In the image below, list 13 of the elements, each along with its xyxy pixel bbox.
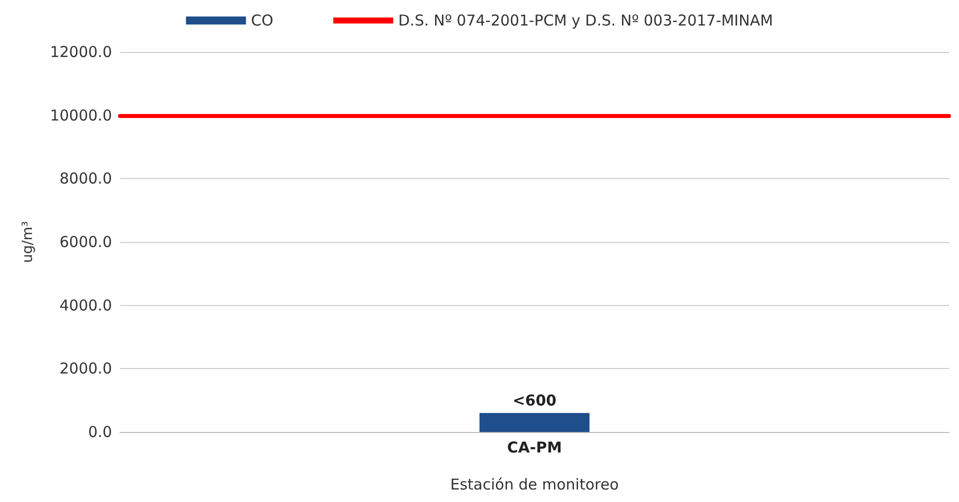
data-label: <600 (512, 392, 556, 410)
x-tick-label: CA-PM (507, 438, 562, 456)
y-axis-title: ug/m³ (20, 221, 36, 263)
y-tick-label: 8000.0 (60, 170, 112, 188)
y-tick-label: 12000.0 (50, 43, 112, 61)
y-tick-label: 10000.0 (50, 106, 112, 124)
y-tick-label: 6000.0 (60, 233, 112, 251)
x-axis-title: Estación de monitoreo (450, 476, 619, 494)
y-tick-label: 4000.0 (60, 296, 112, 314)
y-tick-label: 2000.0 (60, 360, 112, 378)
y-tick-label: 0.0 (88, 423, 112, 441)
legend-label: CO (250, 12, 274, 30)
legend-label: D.S. Nº 074-2001-PCM y D.S. Nº 003-2017-MINAM (398, 12, 774, 30)
